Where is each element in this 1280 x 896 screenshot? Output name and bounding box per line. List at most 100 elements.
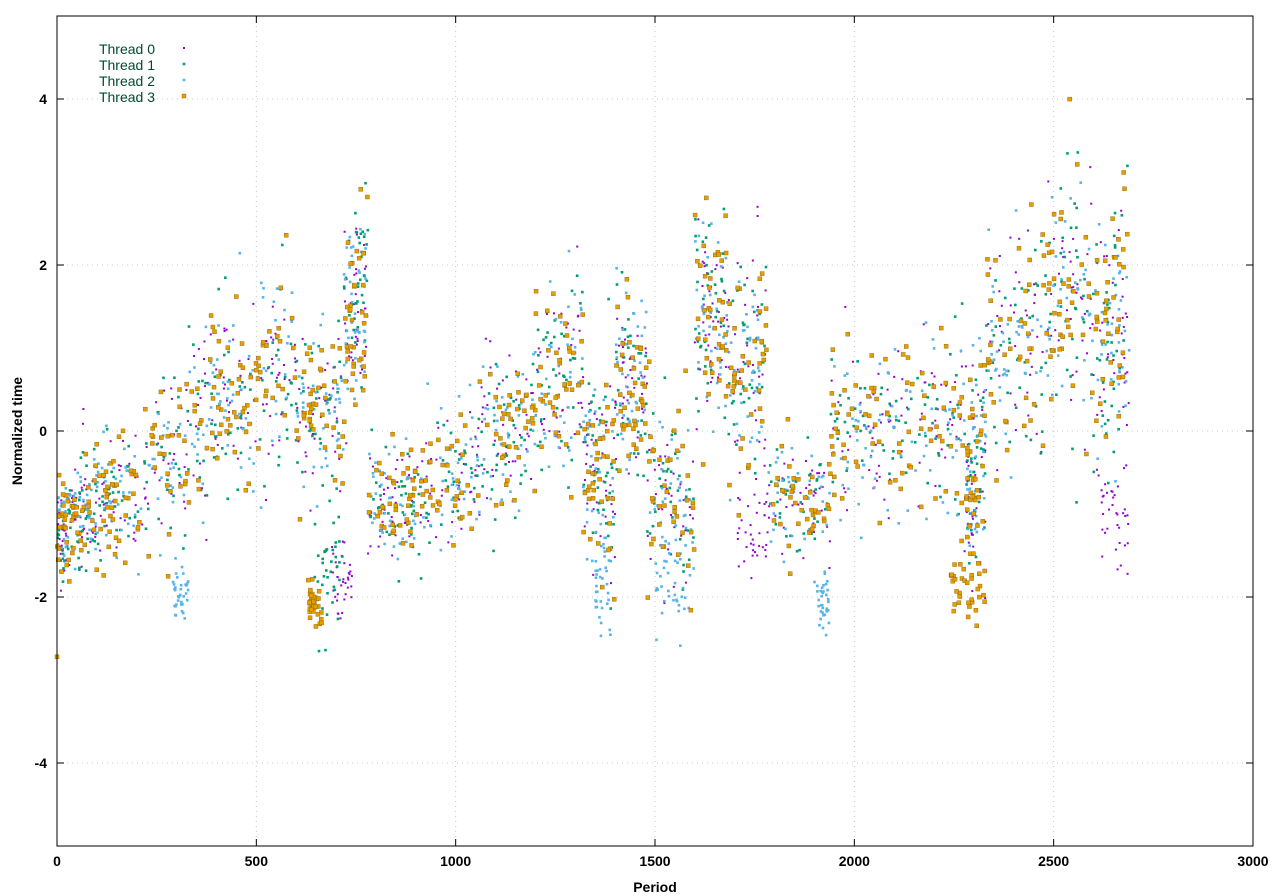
point-thread-1 (183, 534, 187, 537)
point-thread-1 (128, 516, 131, 520)
point-thread-1 (935, 397, 939, 401)
point-thread-0 (756, 205, 759, 208)
point-thread-3 (1007, 316, 1012, 322)
point-thread-2 (123, 447, 126, 451)
point-thread-2 (540, 392, 544, 396)
point-thread-3 (974, 623, 979, 629)
point-thread-0 (527, 435, 530, 438)
point-thread-3 (406, 503, 411, 508)
point-thread-1 (539, 418, 543, 421)
point-thread-2 (217, 392, 221, 396)
point-thread-2 (982, 474, 985, 478)
point-thread-0 (416, 466, 419, 469)
point-thread-1 (784, 493, 788, 496)
point-thread-1 (505, 375, 508, 379)
point-thread-2 (217, 324, 220, 327)
point-thread-3 (261, 340, 266, 345)
point-thread-0 (185, 453, 188, 456)
point-thread-3 (308, 593, 314, 598)
point-thread-1 (331, 601, 334, 604)
point-thread-1 (226, 433, 230, 436)
point-thread-0 (614, 458, 617, 461)
point-thread-2 (450, 472, 454, 475)
point-thread-1 (957, 512, 960, 516)
point-thread-2 (1119, 299, 1123, 302)
point-thread-3 (994, 478, 999, 483)
point-thread-3 (866, 413, 872, 418)
point-thread-1 (361, 230, 365, 234)
point-thread-2 (826, 588, 829, 592)
point-thread-0 (645, 382, 648, 385)
point-thread-1 (727, 432, 731, 436)
point-thread-3 (499, 501, 504, 506)
point-thread-3 (791, 476, 796, 481)
point-thread-0 (339, 617, 342, 620)
point-thread-1 (591, 434, 595, 437)
point-thread-3 (170, 432, 175, 438)
point-thread-2 (1084, 268, 1087, 272)
point-thread-1 (536, 444, 540, 448)
point-thread-0 (588, 402, 591, 405)
point-thread-1 (1092, 434, 1095, 437)
point-thread-2 (88, 514, 92, 517)
point-thread-3 (1121, 170, 1126, 175)
point-thread-2 (784, 527, 787, 531)
point-thread-0 (633, 386, 636, 389)
point-thread-0 (933, 375, 936, 378)
point-thread-3 (157, 451, 162, 457)
point-thread-2 (978, 336, 981, 340)
point-thread-0 (247, 358, 250, 361)
point-thread-0 (185, 388, 188, 391)
point-thread-3 (830, 347, 836, 352)
point-thread-0 (602, 480, 605, 483)
point-thread-0 (726, 318, 729, 321)
point-thread-3 (968, 490, 974, 496)
point-thread-1 (594, 439, 598, 442)
point-thread-0 (1072, 237, 1075, 240)
point-thread-0 (830, 379, 833, 382)
point-thread-0 (665, 487, 668, 490)
point-thread-3 (337, 346, 343, 351)
point-thread-2 (820, 475, 824, 479)
point-thread-3 (280, 386, 285, 392)
point-thread-3 (707, 285, 712, 290)
point-thread-2 (670, 438, 674, 441)
point-thread-1 (369, 514, 373, 518)
point-thread-2 (464, 443, 468, 446)
point-thread-3 (469, 526, 474, 531)
point-thread-0 (172, 458, 175, 461)
point-thread-3 (551, 291, 556, 296)
point-thread-2 (148, 464, 151, 467)
point-thread-1 (739, 265, 742, 269)
point-thread-3 (212, 329, 217, 334)
point-thread-0 (975, 507, 978, 510)
point-thread-2 (107, 499, 111, 503)
point-thread-1 (336, 617, 340, 621)
point-thread-0 (298, 421, 301, 424)
point-thread-1 (92, 512, 96, 516)
point-thread-1 (213, 375, 217, 379)
point-thread-0 (382, 488, 385, 491)
point-thread-1 (289, 342, 293, 346)
point-thread-1 (362, 274, 366, 277)
point-thread-1 (859, 429, 862, 433)
point-thread-2 (342, 273, 346, 276)
point-thread-1 (607, 297, 610, 301)
point-thread-3 (350, 371, 356, 376)
point-thread-2 (393, 445, 396, 449)
point-thread-2 (856, 439, 859, 442)
point-thread-2 (1100, 353, 1103, 356)
point-thread-2 (1100, 310, 1104, 314)
point-thread-3 (647, 459, 652, 464)
point-thread-3 (107, 529, 112, 534)
point-thread-3 (256, 363, 261, 369)
point-thread-2 (1082, 273, 1086, 276)
point-thread-1 (1073, 306, 1077, 310)
point-thread-2 (1061, 266, 1065, 269)
point-thread-3 (611, 459, 616, 464)
point-thread-2 (193, 445, 196, 449)
point-thread-3 (423, 478, 428, 483)
point-thread-2 (724, 404, 727, 408)
point-thread-3 (216, 338, 222, 344)
point-thread-3 (297, 517, 303, 522)
